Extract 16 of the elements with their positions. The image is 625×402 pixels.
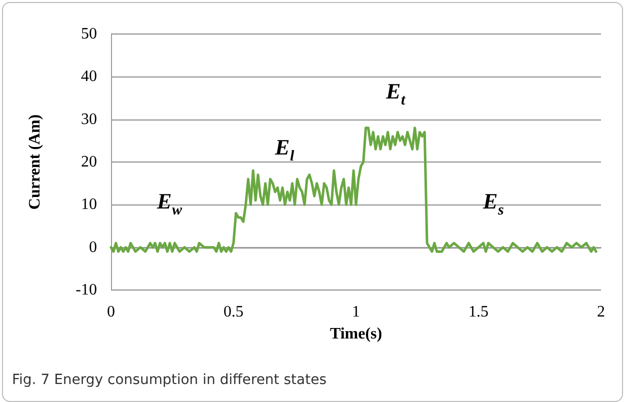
caption: Fig. 7 Energy consumption in different states	[12, 372, 327, 388]
x-tick-label: 0	[107, 304, 115, 320]
x-tick-label: 0.5	[224, 304, 244, 320]
y-tick-label: -10	[76, 282, 97, 298]
x-axis-title: Time(s)	[330, 326, 382, 342]
y-axis-title: Current (Am)	[26, 114, 44, 210]
x-tick-label: 2	[597, 304, 605, 320]
x-tick-label: 1	[352, 304, 360, 320]
y-tick-label: 30	[81, 110, 97, 128]
y-tick-label: 20	[81, 154, 97, 170]
y-tick-label: 40	[81, 68, 97, 86]
y-tick-label: 0	[89, 238, 97, 256]
line-series	[110, 126, 598, 253]
x-tick-label: 1.5	[468, 304, 488, 320]
y-tick-label: 10	[81, 196, 97, 214]
y-tick-label: 50	[81, 26, 97, 42]
